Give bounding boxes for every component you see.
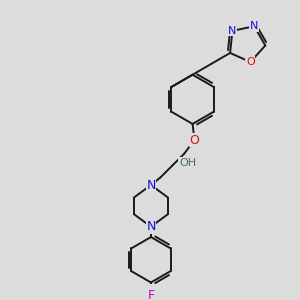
Text: N: N (228, 26, 237, 36)
Text: N: N (146, 220, 156, 233)
Text: O: O (246, 57, 255, 67)
Text: O: O (190, 134, 200, 146)
Text: N: N (250, 21, 258, 31)
Text: OH: OH (179, 158, 196, 168)
Text: F: F (147, 289, 155, 300)
Text: N: N (146, 178, 156, 191)
